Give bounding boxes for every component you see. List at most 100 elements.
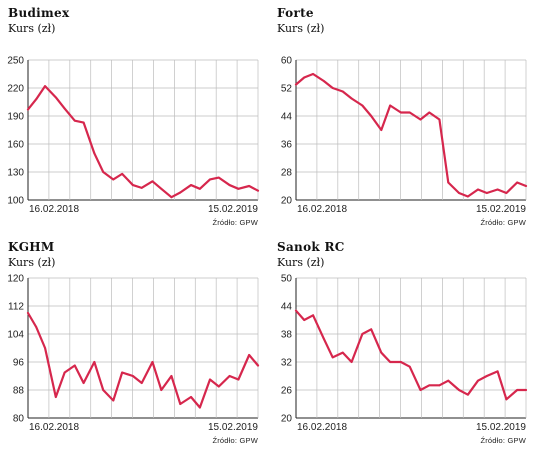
data-point [525, 389, 527, 391]
data-point [237, 378, 240, 381]
data-point [27, 312, 29, 314]
x-tick-label-end: 15.02.2019 [476, 204, 526, 215]
y-tick-label: 220 [7, 84, 24, 95]
data-point [112, 399, 115, 402]
data-point [44, 85, 46, 88]
data-point [63, 107, 66, 110]
data-point [248, 354, 251, 356]
y-tick-label: 60 [281, 56, 293, 67]
data-point [73, 119, 76, 122]
line-chart: 50 44 38 32 26 20 16.02.2018 15.02.2019 Źródło: … [281, 274, 528, 445]
data-point [505, 398, 508, 401]
chart-title: Forte [277, 6, 314, 20]
data-point [102, 171, 105, 173]
y-tick-label: 120 [7, 274, 24, 285]
data-point [370, 328, 373, 331]
chart-title: Sanok RC [277, 240, 345, 254]
data-point [73, 364, 76, 367]
data-point [228, 184, 231, 186]
x-tick-label-start: 16.02.2018 [297, 204, 347, 215]
data-point [331, 356, 334, 359]
data-point [209, 178, 211, 181]
x-tick-label-start: 16.02.2018 [29, 204, 79, 215]
y-tick-label: 250 [7, 56, 24, 67]
data-point [257, 364, 259, 367]
y-tick-label: 112 [8, 302, 24, 313]
data-point [248, 185, 251, 187]
chart-subtitle: Kurs (zł) [8, 22, 56, 35]
chart-title: KGHM [8, 240, 55, 254]
y-tick-label: 80 [13, 414, 25, 425]
data-point [131, 375, 134, 377]
data-point [485, 375, 488, 377]
data-point [160, 187, 163, 190]
data-point [303, 319, 306, 321]
data-point [54, 396, 57, 398]
y-tick-label: 44 [281, 302, 293, 313]
data-point [399, 111, 402, 114]
line-chart: 250 220 190 160 130 100 16.02.2018 15.02.2019 Źr… [7, 56, 260, 227]
x-tick-label-start: 16.02.2018 [29, 422, 79, 433]
data-point [228, 375, 231, 377]
data-point [419, 389, 422, 391]
y-tick-label: 104 [7, 330, 24, 341]
data-point [496, 370, 499, 373]
data-point [322, 80, 325, 82]
data-point [447, 181, 450, 184]
data-point [237, 187, 240, 190]
series-line [294, 72, 528, 198]
data-point [419, 118, 422, 121]
x-tick-label-end: 15.02.2019 [476, 422, 526, 433]
data-point [399, 361, 402, 363]
data-point [361, 333, 364, 335]
data-point [458, 389, 460, 391]
y-tick-label: 26 [281, 386, 293, 397]
data-point [121, 371, 124, 374]
data-point [131, 184, 134, 186]
data-point [428, 384, 431, 387]
data-point [389, 104, 392, 107]
data-point [322, 337, 325, 340]
data-point [179, 191, 182, 194]
data-point [295, 309, 297, 312]
data-point [82, 382, 85, 384]
y-tick-label: 50 [281, 274, 293, 285]
data-point [331, 87, 334, 89]
source-note: Źródło: GPW [480, 218, 526, 227]
data-point [350, 97, 353, 100]
data-point [380, 351, 383, 354]
data-point [160, 389, 163, 391]
data-point [389, 361, 392, 363]
series-line [294, 309, 528, 401]
data-point [370, 115, 373, 117]
data-point [140, 382, 143, 384]
y-tick-label: 36 [281, 140, 293, 151]
data-point [447, 379, 450, 382]
data-point [408, 365, 411, 368]
data-point [93, 152, 96, 155]
data-point [217, 176, 220, 179]
y-tick-label: 130 [7, 168, 24, 179]
data-point [485, 192, 488, 194]
data-point [438, 384, 441, 387]
y-tick-label: 20 [281, 414, 293, 425]
data-point [93, 361, 96, 363]
y-tick-label: 190 [7, 112, 24, 123]
data-point [303, 76, 306, 79]
x-tick-label-end: 15.02.2019 [208, 204, 258, 215]
series-line [26, 85, 260, 199]
y-tick-label: 52 [281, 84, 293, 95]
data-point [438, 118, 441, 121]
source-note: Źródło: GPW [212, 436, 258, 445]
data-point [63, 371, 66, 374]
y-tick-label: 88 [13, 386, 25, 397]
data-point [295, 83, 297, 86]
y-tick-label: 32 [281, 358, 293, 369]
y-tick-label: 100 [7, 196, 24, 207]
y-tick-label: 38 [281, 330, 293, 341]
data-point [341, 90, 344, 93]
data-point [44, 347, 46, 349]
data-point [27, 108, 29, 111]
data-point [312, 73, 314, 75]
data-point [466, 195, 469, 198]
